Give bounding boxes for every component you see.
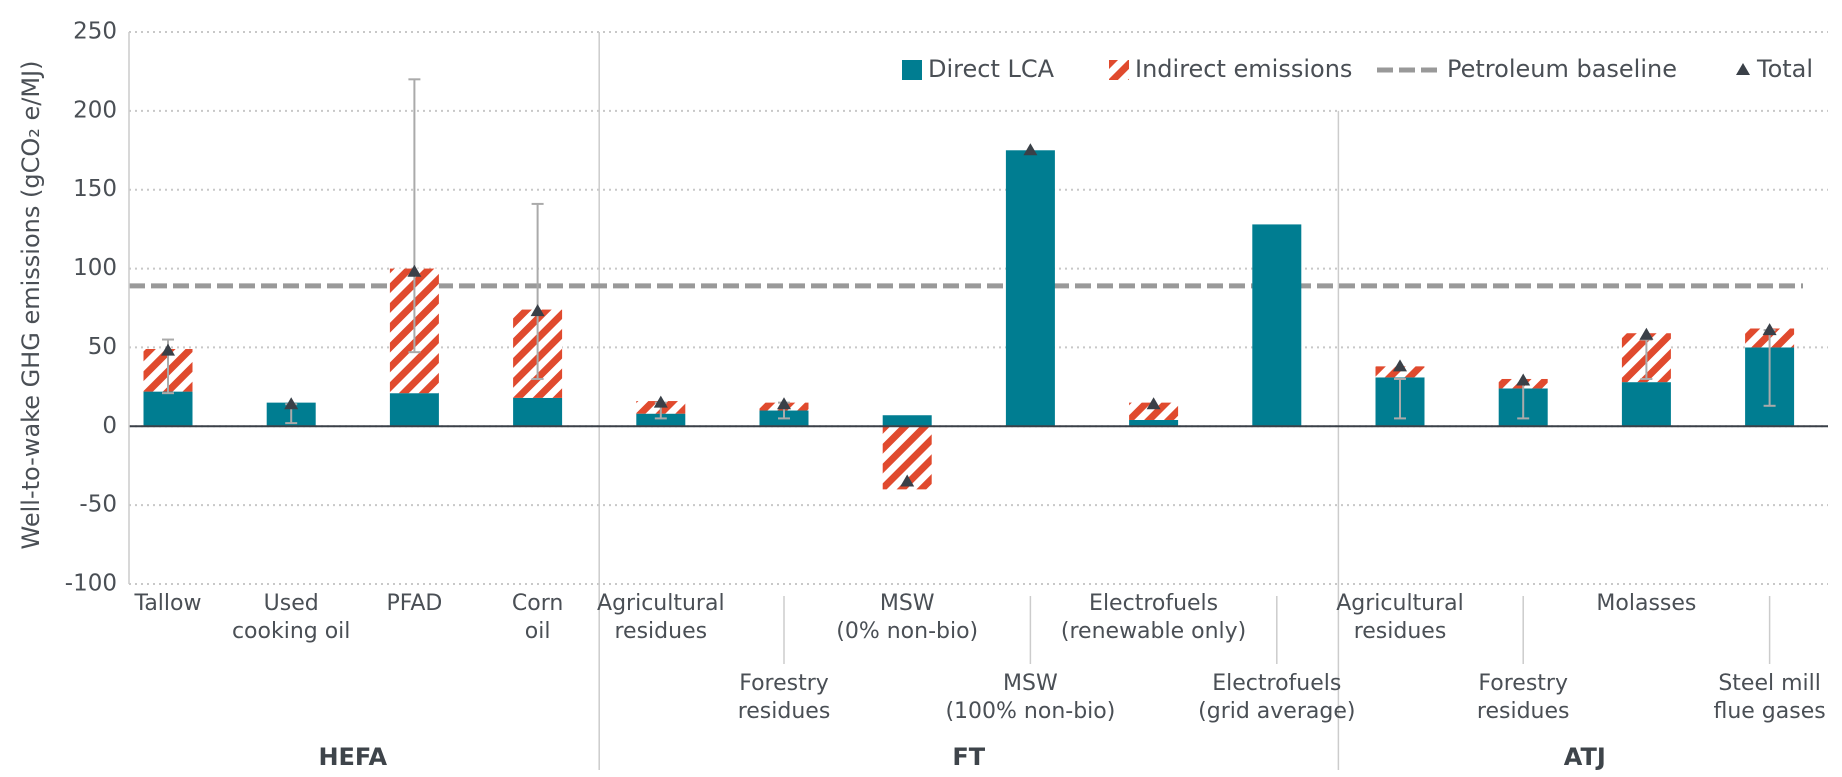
x-tick-label-line: Tallow [134,591,202,616]
x-tick-label: Agricultural residues [1336,591,1464,644]
direct-bar [1129,419,1179,427]
x-tick-label-line: oil [525,619,551,644]
x-tick-label-line: Forestry [1478,671,1568,696]
x-tick-label: Molasses [1596,591,1696,616]
total-marker [777,397,791,410]
total-marker [900,474,915,487]
x-tick-label-line: residues [738,699,831,724]
y-tick-label: -100 [65,571,117,597]
y-tick-label: 100 [73,255,117,281]
direct-bar [143,391,193,427]
legend-swatch [1109,60,1129,80]
y-tick-label: 200 [73,97,117,123]
y-tick-label: 150 [73,176,117,202]
y-tick-label: -50 [79,492,117,518]
x-tick-label-line: Electrofuels [1212,671,1341,696]
direct-bar [1005,150,1055,427]
y-tick-label: 0 [102,413,117,439]
x-tick-label: Steel mill flue gases [1713,671,1825,724]
x-tick-label: Electrofuels (grid average) [1198,671,1355,724]
x-tick-label: Agricultural residues [597,591,725,644]
direct-bar [1621,382,1671,427]
x-tick-label: Corn oil [512,591,563,644]
total-marker [284,397,299,410]
indirect-bar [1375,366,1425,378]
x-tick-label: Forestry residues [1477,671,1570,724]
legend-label: Direct LCA [928,55,1055,83]
x-tick-label-line: residues [1477,699,1570,724]
group-label: FT [952,743,985,771]
total-marker [161,343,175,356]
y-axis-label: Well-to-wake GHG emissions (gCO₂ e/MJ) [17,61,45,550]
x-tick-label: Electrofuels (renewable only) [1061,591,1246,644]
x-tick-label-line: residues [615,619,708,644]
x-tick-label-line: (0% non-bio) [836,619,978,644]
legend-label: Petroleum baseline [1447,55,1677,83]
x-tick-label-line: (renewable only) [1061,619,1246,644]
x-tick-label-line: Corn [512,591,563,616]
x-tick-label-line: Agricultural [1336,591,1464,616]
x-tick-label: MSW (100% non-bio) [945,671,1115,724]
y-tick-label: 50 [88,334,117,360]
legend-swatch [1736,63,1750,75]
total-marker [1762,323,1777,336]
x-tick-label-line: flue gases [1713,699,1825,724]
x-tick-label-line: Used [264,591,319,616]
x-tick-label-line: Electrofuels [1089,591,1218,616]
error-bar [531,202,544,380]
total-marker [1393,359,1407,372]
total-marker [530,304,545,317]
legend-swatch [902,60,922,80]
legend-label: Total [1756,55,1813,83]
x-tick-label-line: PFAD [386,591,442,616]
direct-bar [389,393,439,427]
total-marker [407,264,422,277]
x-tick-label-line: cooking oil [232,619,350,644]
y-tick-label: 250 [73,19,117,45]
x-tick-label-line: MSW [1003,671,1058,696]
total-marker [1023,143,1038,156]
x-tick-label-line: Agricultural [597,591,725,616]
x-tick-label-line: Molasses [1596,591,1696,616]
total-marker [1639,327,1654,340]
x-tick-label-line: Forestry [739,671,829,696]
x-tick-label-line: (grid average) [1198,699,1355,724]
x-tick-label-line: MSW [880,591,935,616]
error-bar [1394,377,1406,420]
x-tick-label-line: residues [1354,619,1447,644]
x-tick-label: Forestry residues [738,671,831,724]
x-tick-label: MSW (0% non-bio) [836,591,978,644]
error-bar [408,78,421,354]
x-tick-label: PFAD [386,591,442,616]
indirect-bar [1129,402,1179,420]
group-label: HEFA [318,743,387,771]
direct-bar [636,413,686,427]
total-marker [1516,373,1531,386]
direct-bar [882,415,932,427]
legend-label: Indirect emissions [1135,55,1352,83]
x-tick-label-line: (100% non-bio) [945,699,1115,724]
direct-bar [513,397,563,427]
x-tick-label: Tallow [134,591,202,616]
direct-bar [1252,224,1302,427]
x-tick-label-line: Steel mill [1718,671,1821,696]
total-marker [653,395,668,408]
group-label: ATJ [1564,743,1606,771]
total-marker [1146,397,1161,410]
x-tick-label: Used cooking oil [232,591,350,644]
